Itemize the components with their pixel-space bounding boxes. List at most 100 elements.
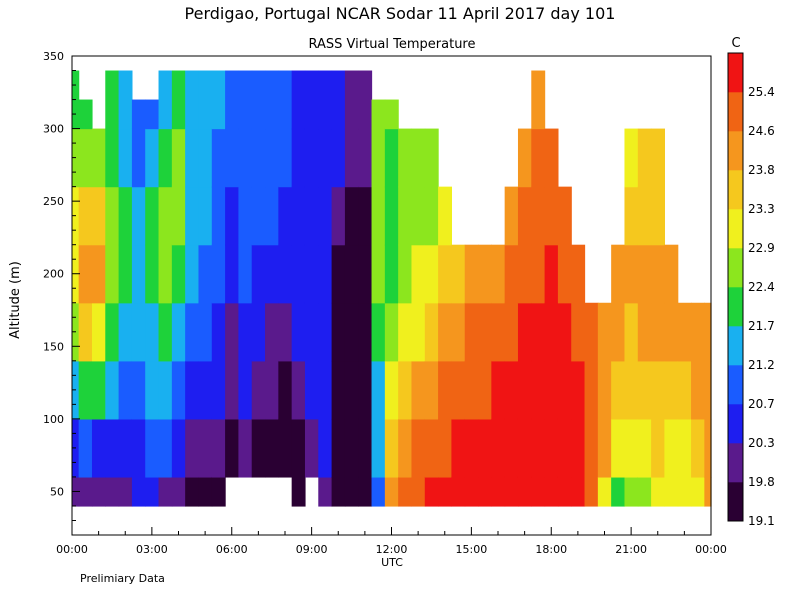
heat-cell	[664, 244, 679, 304]
heat-cell	[278, 186, 293, 246]
heat-cell	[105, 128, 120, 188]
heat-cell	[504, 186, 519, 246]
heat-cell	[131, 128, 146, 188]
heat-cell	[331, 418, 346, 478]
heat-cell	[691, 418, 705, 478]
heat-cell	[358, 360, 373, 420]
heat-cell	[517, 418, 532, 478]
heat-cell	[91, 360, 106, 420]
heat-cell	[371, 476, 386, 507]
heat-cell	[78, 360, 93, 420]
heat-cell	[398, 302, 413, 362]
x-tick-label: 09:00	[296, 543, 328, 556]
heat-cell	[225, 244, 240, 304]
heat-cell	[478, 360, 492, 420]
heat-cell	[344, 128, 359, 188]
heat-cell	[211, 128, 226, 188]
heat-cell	[531, 244, 546, 304]
colorbar-frame	[727, 52, 744, 522]
heat-cell	[171, 186, 186, 246]
colorbar-swatch	[728, 287, 743, 327]
heat-cell	[531, 128, 546, 188]
x-axis: 00:00 03:00 06:00 09:00 12:00 15:00 18:00 21:00…	[56, 527, 727, 556]
heat-cell	[571, 302, 586, 362]
heat-cell	[131, 302, 146, 362]
heat-cell	[304, 128, 319, 188]
heat-cell	[278, 360, 293, 420]
heat-cell	[291, 418, 306, 478]
heat-cell	[704, 476, 712, 507]
heat-cell	[624, 476, 639, 507]
heat-cell	[185, 476, 200, 507]
heat-cell	[278, 70, 293, 130]
heat-cell	[265, 418, 279, 478]
heat-cell	[624, 244, 639, 304]
colorbar-label: 21.2	[748, 358, 775, 372]
heat-cell	[464, 302, 479, 362]
heat-cell	[304, 70, 319, 130]
heat-cell	[411, 476, 426, 507]
heat-cell	[384, 302, 399, 362]
heat-cell	[464, 476, 479, 507]
heat-cell	[158, 70, 173, 130]
heat-cell	[398, 128, 413, 188]
heat-cell	[225, 128, 240, 188]
heat-cell	[438, 186, 453, 246]
heat-cell	[344, 186, 359, 246]
heat-cell	[398, 476, 413, 507]
heat-cell	[211, 418, 226, 478]
colorbar-swatch	[728, 92, 743, 132]
heat-cell	[91, 302, 106, 362]
heat-cell	[411, 128, 426, 188]
heat-cell	[185, 128, 200, 188]
heat-cell	[637, 360, 652, 420]
heat-cell	[265, 244, 279, 304]
heat-cell	[291, 244, 306, 304]
heat-cell	[611, 302, 626, 362]
heat-cell	[238, 418, 253, 478]
heat-cell	[158, 128, 173, 188]
colorbar-label: 23.3	[748, 202, 775, 216]
heat-cell	[517, 186, 532, 246]
heat-cell	[451, 360, 466, 420]
heat-cell	[571, 360, 586, 420]
heat-cell	[158, 186, 173, 246]
heat-cell	[91, 476, 106, 507]
heat-cell	[531, 476, 546, 507]
heat-cell	[557, 418, 572, 478]
heat-cell	[677, 302, 692, 362]
x-tick-label: 18:00	[535, 543, 567, 556]
heat-cell	[91, 128, 106, 188]
heat-cell	[611, 244, 626, 304]
heat-cell	[78, 476, 93, 507]
heat-cell	[145, 99, 160, 130]
heat-cell	[517, 360, 532, 420]
heat-cell	[251, 244, 266, 304]
heat-cell	[424, 360, 439, 420]
heat-cell	[118, 418, 133, 478]
heat-cell	[251, 360, 266, 420]
heat-cell	[238, 302, 253, 362]
heat-cell	[517, 128, 532, 188]
colorbar-label: 20.3	[748, 436, 775, 450]
heat-cell	[651, 128, 666, 188]
heat-cell	[158, 302, 173, 362]
heat-cell	[531, 70, 546, 130]
colorbar-swatch	[728, 326, 743, 366]
heat-cell	[597, 302, 612, 362]
heat-cell	[251, 186, 266, 246]
heat-cell	[105, 418, 120, 478]
heat-cell	[145, 418, 160, 478]
heat-cell	[371, 302, 386, 362]
chart-title: Perdigao, Portugal NCAR Sodar 11 April 2…	[185, 4, 616, 23]
heat-cell	[504, 302, 519, 362]
y-tick-label: 100	[43, 413, 64, 426]
footnote: Prelimiary Data	[80, 572, 165, 585]
heat-cell	[251, 128, 266, 188]
heat-cell	[371, 99, 386, 130]
heat-cell	[624, 128, 639, 188]
heat-cell	[464, 360, 479, 420]
colorbar-swatch	[728, 209, 743, 249]
colorbar-swatch	[728, 131, 743, 171]
heat-cell	[491, 360, 506, 420]
